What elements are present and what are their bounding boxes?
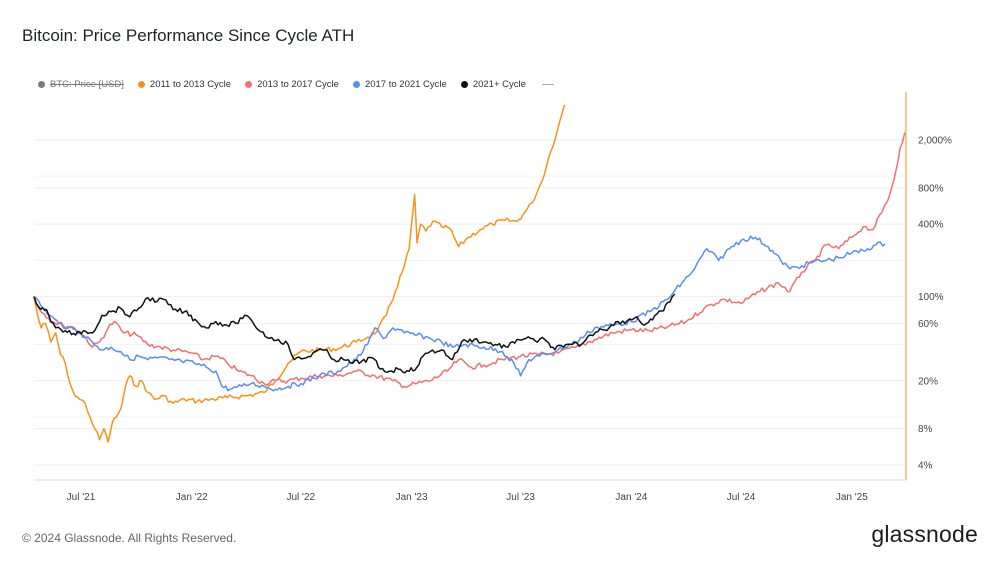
legend-item-1[interactable]: 2011 to 2013 Cycle [137, 78, 232, 90]
legend-swatch [460, 80, 468, 88]
y-axis-ticks: 2,000% 800% 400% 100% 60% 20% 8% 4% [918, 135, 952, 471]
x-tick-label: Jan '25 [836, 492, 868, 503]
copyright-text: © 2024 Glassnode. All Rights Reserved. [22, 531, 237, 545]
series-line-3 [33, 293, 676, 374]
legend-label: 2021+ Cycle [472, 78, 526, 90]
legend-item-4[interactable]: 2021+ Cycle [460, 78, 526, 90]
series-lines [33, 104, 906, 443]
legend-swatch [245, 80, 253, 88]
y-tick-label: 8% [918, 424, 933, 435]
grid-lines [34, 139, 906, 481]
legend-label: 2011 to 2013 Cycle [149, 78, 232, 90]
y-tick-label: 60% [918, 319, 938, 330]
x-tick-label: Jul '24 [727, 492, 756, 503]
legend-label: 2017 to 2021 Cycle [364, 78, 447, 90]
y-tick-label: 400% [918, 220, 944, 231]
brand-logo: glassnode [871, 521, 978, 547]
x-tick-label: Jan '22 [176, 492, 208, 503]
x-tick-label: Jul '21 [67, 492, 96, 503]
x-tick-label: Jan '24 [615, 492, 647, 503]
legend-item-3[interactable]: 2017 to 2021 Cycle [352, 78, 447, 90]
legend-label: 2013 to 2017 Cycle [257, 78, 339, 90]
legend-swatch [137, 80, 145, 88]
legend-item-0[interactable]: BTC: Price [USD] [38, 79, 124, 90]
legend-more-icon[interactable] [541, 83, 554, 85]
x-tick-label: Jul '23 [506, 492, 535, 503]
series-line-1 [33, 132, 906, 389]
x-tick-label: Jul '22 [286, 492, 315, 503]
chart-legend: BTC: Price [USD] 2011 to 2013 Cycle 2013 t… [38, 77, 554, 91]
y-tick-label: 800% [918, 183, 944, 194]
y-tick-label: 4% [918, 460, 933, 471]
x-tick-label: Jan '23 [396, 492, 428, 503]
page-title: Bitcoin: Price Performance Since Cycle A… [22, 26, 355, 45]
series-line-2 [33, 235, 886, 392]
y-tick-label: 20% [918, 376, 938, 387]
y-tick-label: 2,000% [918, 135, 952, 146]
series-line-0 [33, 104, 566, 443]
legend-swatch [38, 80, 45, 88]
legend-swatch [352, 80, 360, 88]
legend-item-2[interactable]: 2013 to 2017 Cycle [245, 79, 339, 90]
x-axis-ticks: Jul '21 Jan '22 Jul '22 Jan '23 Jul '23 Jan '… [67, 492, 869, 503]
y-tick-label: 100% [918, 292, 944, 303]
legend-label: BTC: Price [USD] [50, 78, 124, 90]
